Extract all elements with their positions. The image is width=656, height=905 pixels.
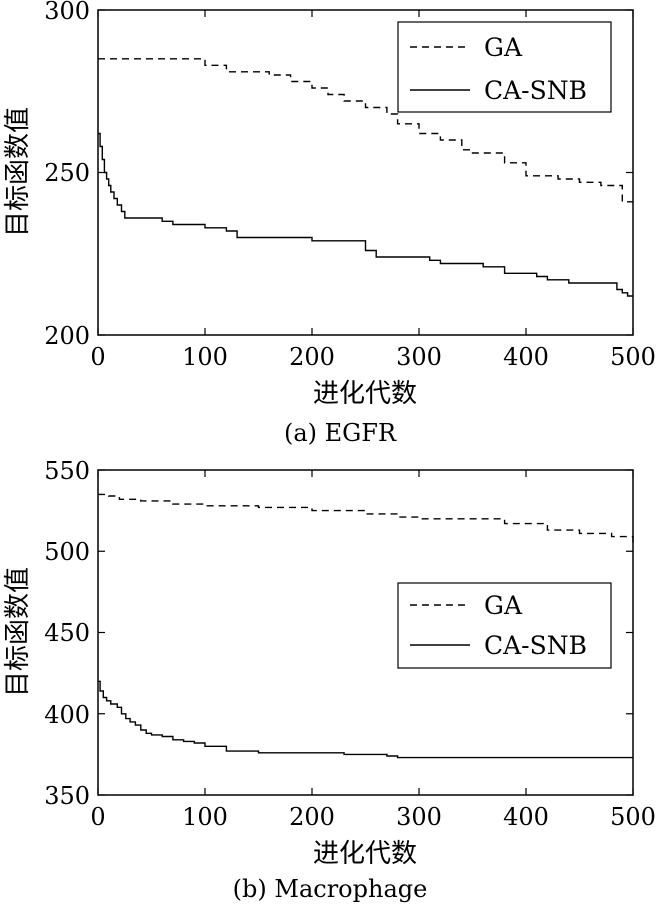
y-tick-label: 300 <box>44 0 90 25</box>
x-tick-label: 200 <box>289 343 335 371</box>
x-tick-label: 200 <box>289 803 335 831</box>
x-tick-label: 100 <box>182 343 228 371</box>
x-tick-label: 0 <box>90 343 105 371</box>
x-tick-label: 500 <box>610 803 656 831</box>
x-axis-label: 进化代数 <box>313 379 417 409</box>
legend-label-ca-snb: CA-SNB <box>484 631 587 660</box>
panel-caption: (b) Macrophage <box>233 875 428 903</box>
x-tick-label: 0 <box>90 803 105 831</box>
legend: GA CA-SNB <box>397 21 612 113</box>
legend-box <box>397 21 612 113</box>
series-line-ga <box>98 493 634 544</box>
y-tick-label: 400 <box>44 701 90 729</box>
y-axis-label: 目标函数值 <box>3 107 33 237</box>
legend-label-ca-snb: CA-SNB <box>484 76 587 105</box>
y-tick-label: 250 <box>44 159 90 187</box>
series-line-ca-snb <box>98 680 633 759</box>
legend-label-ga: GA <box>484 591 523 620</box>
legend-box <box>397 582 612 669</box>
y-tick-label: 350 <box>44 782 90 810</box>
tick-marks <box>97 469 634 796</box>
series-lines <box>98 493 634 759</box>
series-line-ga <box>98 58 633 203</box>
x-tick-label: 300 <box>396 343 442 371</box>
x-tick-label: 100 <box>182 803 228 831</box>
legend-label-ga: GA <box>484 33 523 62</box>
tick-marks <box>97 9 634 336</box>
legend: GA CA-SNB <box>397 582 612 669</box>
x-tick-label: 400 <box>503 803 549 831</box>
y-tick-label: 550 <box>44 457 90 485</box>
y-tick-label: 450 <box>44 619 90 647</box>
x-axis-label: 进化代数 <box>313 839 417 869</box>
x-tick-label: 400 <box>503 343 549 371</box>
x-tick-label: 500 <box>610 343 656 371</box>
chart-panel-macrophage: GA CA-SNB 0 100 200 300 400 500 350 400 … <box>3 457 656 903</box>
y-axis-label: 目标函数值 <box>3 567 33 697</box>
series-line-ca-snb <box>98 132 633 297</box>
y-tick-label: 200 <box>44 322 90 350</box>
chart-panel-egfr: GA CA-SNB 0 100 200 300 400 500 200 250 … <box>3 0 656 447</box>
y-tick-label: 500 <box>44 538 90 566</box>
panel-caption: (a) EGFR <box>284 419 397 447</box>
x-tick-label: 300 <box>396 803 442 831</box>
series-lines <box>98 58 633 297</box>
